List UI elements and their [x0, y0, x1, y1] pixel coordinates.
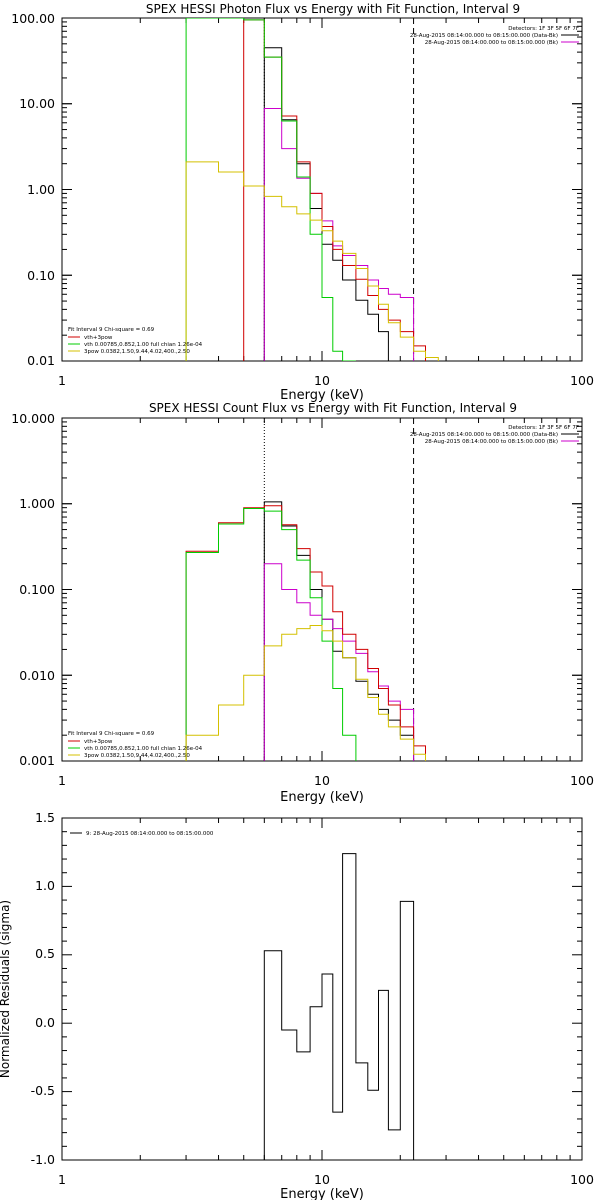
photon-flux-x-ticks: 1 10 100	[58, 373, 594, 388]
photon-y-tick-label: 0.01	[27, 353, 55, 368]
residuals-x-ticks: 1 10 100	[58, 1172, 594, 1187]
photon-series-vth-3pow	[243, 19, 426, 361]
count-legend-data-bk: 28-Aug-2015 08:14:00.000 to 08:15:00.000…	[410, 432, 558, 438]
count-flux-panel: SPEX HESSI Count Flux vs Energy with Fit…	[11, 401, 594, 805]
residuals-x-axis-label: Energy (keV)	[280, 1187, 364, 1200]
residual-x-tick-label: 100	[570, 1172, 594, 1187]
photon-y-tick-marks	[62, 17, 582, 362]
residual-x-tick-label: 1	[58, 1172, 66, 1187]
count-fit-legend-3pow: 3pow 0.0382,1.50,9.44,4.02,400.,2.50	[84, 753, 190, 759]
photon-x-tick-marks	[61, 18, 583, 361]
photon-series-vth	[185, 18, 356, 361]
photon-series-data-bk	[263, 47, 389, 361]
photon-flux-panel: SPEX HESSI Photon Flux vs Energy with Fi…	[11, 2, 594, 403]
count-flux-title: SPEX HESSI Count Flux vs Energy with Fit…	[149, 401, 517, 415]
photon-legend-bk: 28-Aug-2015 08:14:00.000 to 08:15:00.000…	[425, 40, 558, 46]
photon-legend-data-bk: 28-Aug-2015 08:14:00.000 to 08:15:00.000…	[410, 33, 558, 39]
photon-flux-title: SPEX HESSI Photon Flux vs Energy with Fi…	[146, 2, 520, 16]
photon-series-group	[185, 18, 439, 361]
residual-y-tick-label: 1.5	[35, 810, 55, 825]
count-series-vth-3pow	[185, 505, 426, 761]
residual-x-tick-label: 10	[314, 1172, 330, 1187]
count-y-tick-label: 0.001	[19, 753, 55, 768]
residuals-panel: -1.0 -0.5 0.0 0.5 1.0 1.5 1 10 100 Energ…	[0, 810, 594, 1200]
count-flux-x-ticks: 1 10 100	[58, 773, 594, 788]
count-series-bk	[263, 563, 415, 761]
photon-y-tick-label: 100.00	[11, 11, 55, 26]
photon-x-tick-label: 10	[314, 373, 330, 388]
photon-x-tick-label: 100	[570, 373, 594, 388]
photon-fit-legend-3pow: 3pow 0.0382,1.50,9.44,4.02,400.,2.50	[84, 349, 190, 355]
residual-y-tick-label: 1.0	[35, 878, 55, 893]
residual-legend-label: 9: 28-Aug-2015 08:14:00.000 to 08:15:00.…	[86, 831, 214, 837]
residual-y-tick-label: 0.5	[35, 946, 55, 961]
count-x-tick-label: 10	[314, 773, 330, 788]
photon-fit-legend-chi: Fit Interval 9 Chi-square = 0.69	[68, 327, 155, 333]
count-y-tick-label: 1.000	[19, 496, 55, 511]
count-flux-x-axis-label: Energy (keV)	[280, 790, 364, 805]
photon-flux-x-axis-label: Energy (keV)	[280, 388, 364, 403]
photon-y-tick-label: 1.00	[27, 182, 55, 197]
photon-flux-plot-frame	[61, 17, 583, 362]
residual-series-group	[263, 853, 415, 1160]
photon-y-tick-label: 10.00	[19, 96, 55, 111]
count-detectors-label: Detectors: 1F 3F 5F 6F 7F	[508, 425, 579, 431]
count-series-vth	[185, 508, 357, 761]
photon-x-tick-label: 1	[58, 373, 66, 388]
residual-series-9-28-aug-2015-08-14-00-000-to-08-15-00-000	[263, 853, 415, 1160]
residuals-y-axis-label: Normalized Residuals (sigma)	[0, 900, 12, 1078]
count-y-tick-label: 10.000	[11, 411, 55, 426]
residual-y-tick-label: 0.0	[35, 1015, 55, 1030]
count-x-tick-label: 100	[570, 773, 594, 788]
photon-fit-legend-vth: vth 0.00785,0.852,1.00 full chian 1.26e-…	[84, 342, 203, 348]
photon-flux-y-ticks: 0.01 0.10 1.00 10.00 100.00	[11, 11, 55, 368]
residual-y-tick-label: -0.5	[31, 1083, 55, 1098]
photon-detectors-label: Detectors: 1F 3F 5F 6F 7F	[508, 26, 579, 32]
photon-fit-legend-sum: vth+3pow	[84, 335, 113, 341]
count-y-tick-label: 0.100	[19, 582, 55, 597]
photon-y-tick-label: 0.10	[27, 268, 55, 283]
count-x-tick-label: 1	[58, 773, 66, 788]
residual-y-tick-marks	[62, 817, 582, 1161]
photon-series-3pow	[185, 161, 439, 361]
residual-y-tick-label: -1.0	[31, 1152, 55, 1167]
residuals-y-ticks: -1.0 -0.5 0.0 0.5 1.0 1.5	[31, 810, 55, 1167]
count-y-tick-marks	[62, 417, 582, 762]
count-fit-legend-vth: vth 0.00785,0.852,1.00 full chian 1.26e-…	[84, 746, 203, 752]
count-fit-legend-chi: Fit Interval 9 Chi-square = 0.69	[68, 731, 155, 737]
count-series-group	[185, 501, 426, 761]
count-flux-y-ticks: 0.001 0.010 0.100 1.000 10.000	[11, 411, 55, 768]
count-fit-legend-sum: vth+3pow	[84, 739, 113, 745]
count-legend-bk: 28-Aug-2015 08:14:00.000 to 08:15:00.000…	[425, 439, 558, 445]
count-y-tick-label: 0.010	[19, 668, 55, 683]
count-series-data-bk	[263, 501, 415, 761]
count-x-tick-marks	[61, 418, 583, 761]
count-series-3pow	[185, 625, 426, 761]
